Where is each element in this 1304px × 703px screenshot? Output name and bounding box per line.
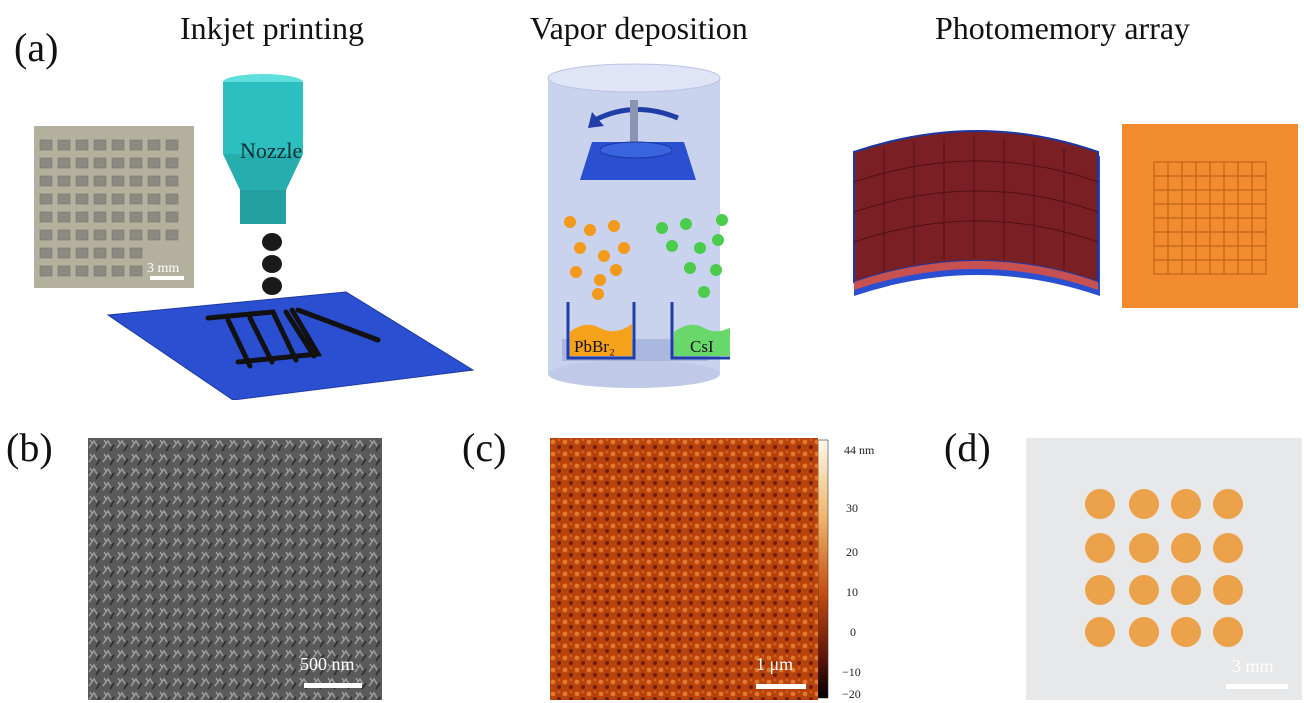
- pbbr2-label: PbBr₂: [574, 337, 615, 356]
- colorbar-tick: −10: [842, 665, 861, 679]
- afm-image: 1 μm: [550, 438, 818, 700]
- afm-scale-bar-label: 1 μm: [756, 654, 793, 674]
- panel-a-label: (a): [14, 25, 59, 70]
- dot-array-scale-bar-label: 3 mm: [1232, 656, 1274, 676]
- inkjet-printing-title: Inkjet printing: [180, 10, 364, 46]
- colorbar-tick: −20: [842, 687, 861, 700]
- electrode-array-photo: 3 mm: [34, 126, 194, 288]
- dot-array-photo: 3 mm: [1026, 438, 1302, 700]
- nozzle-label: Nozzle: [240, 138, 302, 163]
- sem-scale-bar: [304, 683, 362, 688]
- ink-droplet: [262, 277, 282, 295]
- afm-scale-bar: [756, 684, 806, 689]
- inkjet-scale-bar-label: 3 mm: [147, 261, 179, 276]
- panel-d-label: (d): [944, 425, 991, 470]
- ink-droplet: [262, 255, 282, 273]
- colorbar-tick: 30: [846, 501, 858, 515]
- csi-crucible: CsI: [670, 302, 730, 360]
- inkjet-printing-illustration: 3 mm Nozzle: [34, 74, 475, 400]
- photomemory-array-title: Photomemory array: [935, 10, 1191, 46]
- height-colorbar: 44 nm 30 20 10 0 −10 −20: [818, 439, 875, 700]
- flexible-array-illustration: [853, 130, 1100, 296]
- panel-b-label: (b): [6, 425, 53, 470]
- vapor-deposition-illustration: PbBr₂ CsI: [547, 63, 730, 388]
- dot-array-scale-bar: [1226, 684, 1288, 689]
- sem-scale-bar-label: 500 nm: [300, 654, 355, 674]
- photomemory-array-photo: [1122, 124, 1298, 308]
- substrate-holder-shaft: [630, 100, 638, 146]
- colorbar-tick: 0: [850, 625, 856, 639]
- inkjet-scale-bar: [150, 276, 184, 280]
- colorbar-tick: 20: [846, 545, 858, 559]
- pbbr2-crucible: PbBr₂: [566, 302, 636, 360]
- vapor-deposition-title: Vapor deposition: [530, 10, 748, 46]
- printed-electrode: [205, 307, 381, 369]
- sem-image: 500 nm: [88, 438, 382, 700]
- colorbar-tick: 10: [846, 585, 858, 599]
- csi-label: CsI: [690, 337, 714, 356]
- ink-droplet: [262, 233, 282, 251]
- panel-c-label: (c): [462, 425, 507, 470]
- nozzle: Nozzle: [223, 74, 303, 224]
- colorbar-max-label: 44 nm: [844, 443, 875, 457]
